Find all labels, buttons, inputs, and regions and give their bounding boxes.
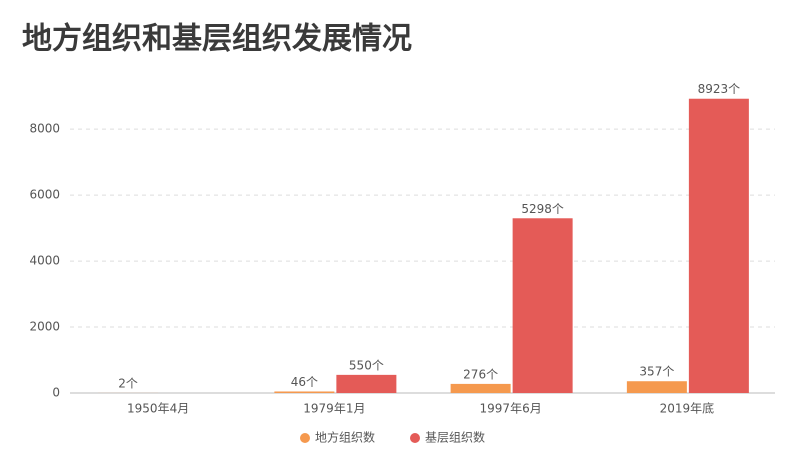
bar bbox=[336, 374, 397, 393]
y-tick-label: 2000 bbox=[29, 320, 60, 334]
x-tick-label: 2019年底 bbox=[660, 401, 715, 416]
y-tick-label: 6000 bbox=[29, 188, 60, 202]
legend-label: 基层组织数 bbox=[425, 430, 485, 445]
legend-label: 地方组织数 bbox=[315, 430, 375, 445]
x-tick-label: 1997年6月 bbox=[480, 402, 542, 416]
bar bbox=[512, 218, 573, 393]
x-tick-label: 1979年1月 bbox=[303, 402, 365, 416]
y-tick-label: 8000 bbox=[29, 122, 60, 136]
legend-marker bbox=[410, 433, 420, 443]
data-label: 276个 bbox=[463, 367, 498, 381]
legend-marker bbox=[300, 433, 310, 443]
y-tick-label: 4000 bbox=[29, 254, 60, 268]
data-label: 5298个 bbox=[521, 202, 564, 216]
x-tick-label: 1950年4月 bbox=[127, 402, 189, 416]
bar bbox=[274, 391, 335, 393]
data-label: 46个 bbox=[291, 375, 318, 389]
y-tick-label: 0 bbox=[52, 386, 60, 400]
bar bbox=[450, 383, 511, 393]
data-label: 8923个 bbox=[698, 82, 741, 96]
bar bbox=[688, 98, 749, 394]
data-label: 550个 bbox=[349, 358, 384, 372]
bar bbox=[626, 381, 687, 393]
chart-title: 地方组织和基层组织发展情况 bbox=[22, 22, 412, 57]
data-label: 357个 bbox=[639, 365, 674, 379]
data-label: 2个 bbox=[118, 376, 138, 390]
